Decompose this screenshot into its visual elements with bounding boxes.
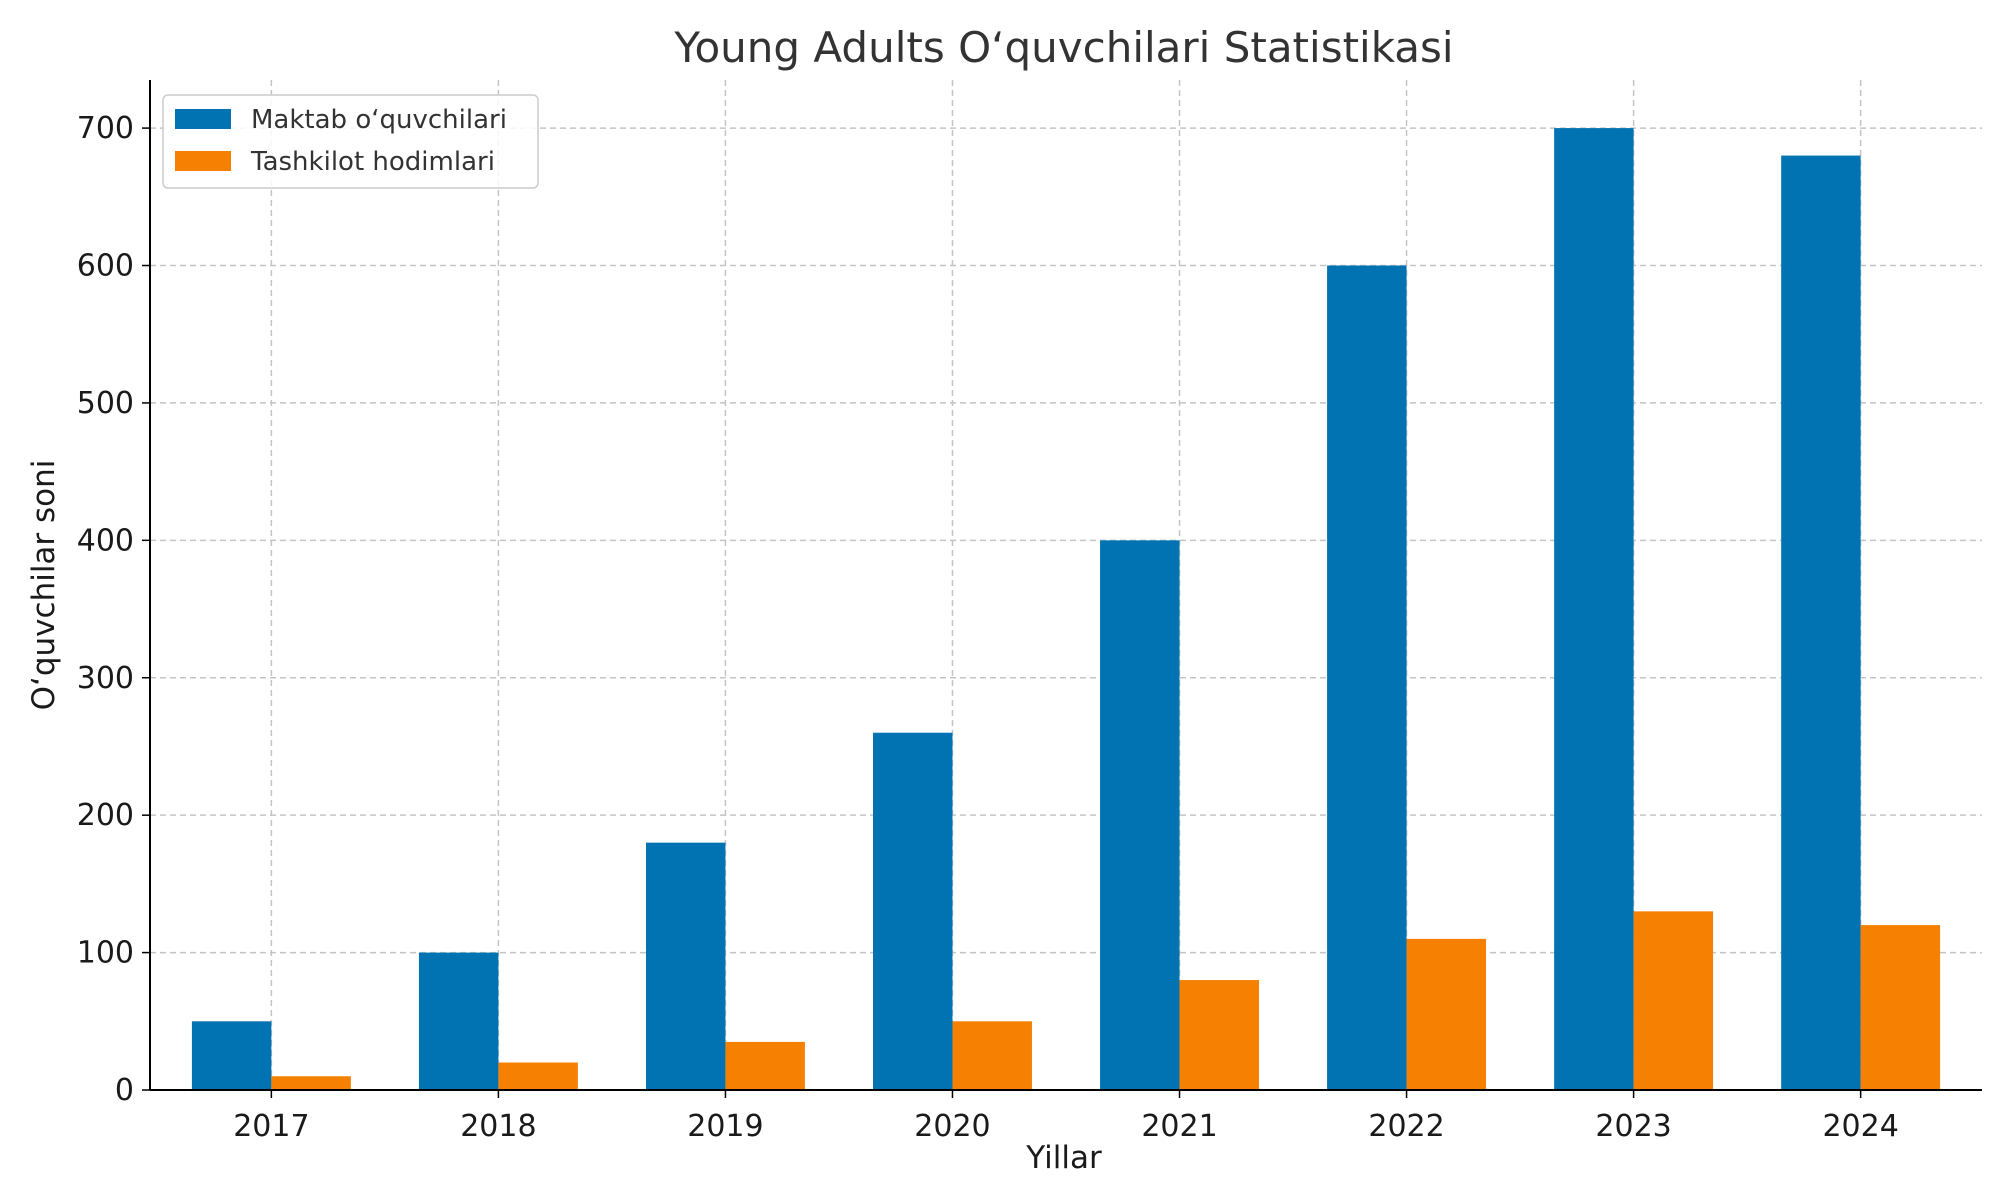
y-tick-label: 300 <box>77 661 134 696</box>
x-tick-label: 2020 <box>914 1109 990 1144</box>
x-tick-label: 2024 <box>1822 1109 1898 1144</box>
chart-title: Young Adults O‘quvchilari Statistikasi <box>673 23 1453 72</box>
x-axis-label: Yillar <box>1025 1140 1102 1176</box>
bar-tashkilot-2021 <box>1179 980 1259 1090</box>
legend-swatch <box>175 151 231 171</box>
bar-tashkilot-2018 <box>498 1062 578 1090</box>
bars <box>191 128 1941 1091</box>
bar-tashkilot-2023 <box>1633 911 1714 1090</box>
bar-tashkilot-2017 <box>271 1076 351 1090</box>
bar-tashkilot-2022 <box>1406 938 1487 1090</box>
bar-maktab-2020 <box>873 732 953 1090</box>
legend: Maktab o‘quvchilari Tashkilot hodimlari <box>162 94 539 189</box>
x-tick-label: 2022 <box>1368 1109 1444 1144</box>
y-tick-label: 400 <box>77 523 134 558</box>
bar-maktab-2019 <box>645 842 726 1090</box>
bar-maktab-2018 <box>418 952 499 1090</box>
bar-tashkilot-2024 <box>1860 925 1941 1090</box>
bar-tashkilot-2019 <box>725 1041 805 1090</box>
y-tick-label: 100 <box>77 936 134 971</box>
bar-maktab-2023 <box>1554 128 1634 1091</box>
tick-labels: 0 100 200 300 400 500 600 700 2017 2018 2019 2020 20… <box>77 111 1899 1144</box>
y-tick-label: 0 <box>115 1073 134 1108</box>
y-tick-label: 200 <box>77 798 134 833</box>
bar-maktab-2021 <box>1100 540 1180 1090</box>
legend-swatch <box>175 109 231 129</box>
bar-maktab-2022 <box>1327 265 1407 1090</box>
x-tick-label: 2019 <box>687 1109 763 1144</box>
y-tick-label: 600 <box>77 249 134 284</box>
y-tick-label: 500 <box>77 386 134 421</box>
y-axis-label: O‘quvchilar soni <box>26 460 62 711</box>
legend-box <box>162 94 539 189</box>
legend-label: Maktab o‘quvchilari <box>251 105 507 135</box>
x-tick-label: 2021 <box>1141 1109 1217 1144</box>
axes <box>142 80 1982 1098</box>
bar-maktab-2017 <box>191 1021 272 1090</box>
y-tick-label: 700 <box>77 111 134 146</box>
bar-tashkilot-2020 <box>952 1021 1032 1090</box>
legend-label: Tashkilot hodimlari <box>250 147 495 177</box>
bar-maktab-2024 <box>1781 155 1861 1090</box>
x-tick-label: 2023 <box>1595 1109 1671 1144</box>
x-tick-label: 2018 <box>460 1109 536 1144</box>
x-tick-label: 2017 <box>233 1109 309 1144</box>
